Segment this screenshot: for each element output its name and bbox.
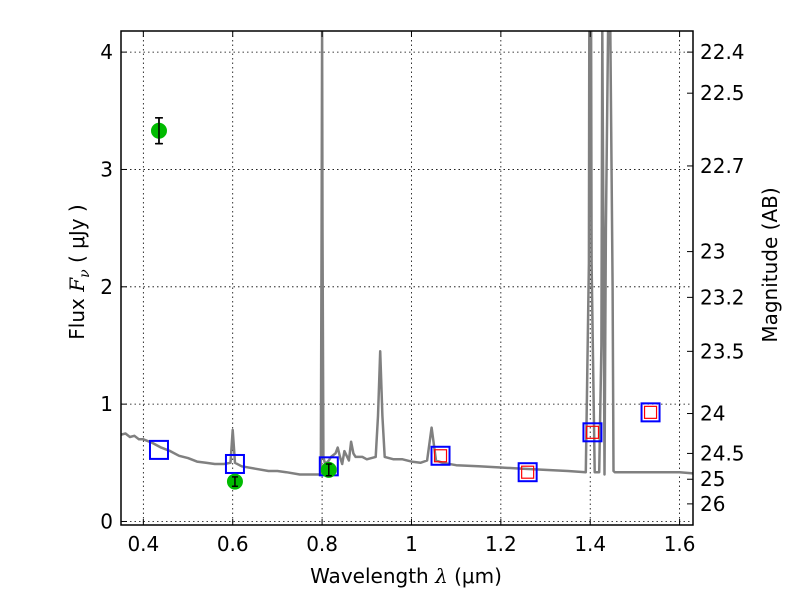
- y-tick-label: 1: [100, 392, 113, 416]
- y2-tick-label: 22.7: [700, 154, 745, 178]
- upper-limit-square: [433, 449, 448, 463]
- x-tick-label: 0.4: [127, 532, 159, 556]
- model-photometry-square: [148, 439, 169, 460]
- y2-tick-label: 24.5: [700, 441, 745, 465]
- y2-tick-label: 25: [700, 467, 725, 491]
- upper-limit-square: [585, 425, 600, 439]
- y-axis-title: Flux Fν ( μJy ): [65, 204, 93, 339]
- plot-frame: [120, 30, 694, 526]
- y2-tick-label: 26: [700, 492, 725, 516]
- model-photometry-square: [640, 402, 661, 423]
- x-tick-label: 0.8: [306, 532, 338, 556]
- model-spectrum-line: [121, 31, 693, 476]
- y2-axis-title: Magnitude (AB): [758, 187, 782, 342]
- plot-area: [121, 31, 693, 490]
- x-axis-title: Wavelength λ (μm): [310, 564, 502, 588]
- upper-limit-square: [643, 405, 658, 419]
- x-tick-label: 1: [405, 532, 418, 556]
- model-photometry-square: [224, 453, 245, 474]
- y-tick-label: 0: [100, 509, 113, 533]
- model-photometry-square: [582, 422, 603, 443]
- y2-tick-label: 22.5: [700, 81, 745, 105]
- y-tick-label: 2: [100, 275, 113, 299]
- y2-tick-label: 23.5: [700, 339, 745, 363]
- y2-tick-label: 22.4: [700, 40, 745, 64]
- x-tick-label: 1.6: [664, 532, 696, 556]
- y-tick-label: 4: [100, 40, 113, 64]
- x-tick-label: 0.6: [217, 532, 249, 556]
- upper-limit-square: [521, 465, 535, 479]
- y-tick-label: 3: [100, 157, 113, 181]
- x-tick-label: 1.2: [485, 532, 517, 556]
- model-photometry-square: [430, 445, 451, 466]
- y2-tick-label: 23.2: [700, 285, 745, 309]
- y2-tick-label: 23: [700, 240, 725, 264]
- model-photometry-square: [517, 462, 538, 483]
- x-tick-label: 1.4: [574, 532, 606, 556]
- y2-tick-label: 24: [700, 402, 725, 426]
